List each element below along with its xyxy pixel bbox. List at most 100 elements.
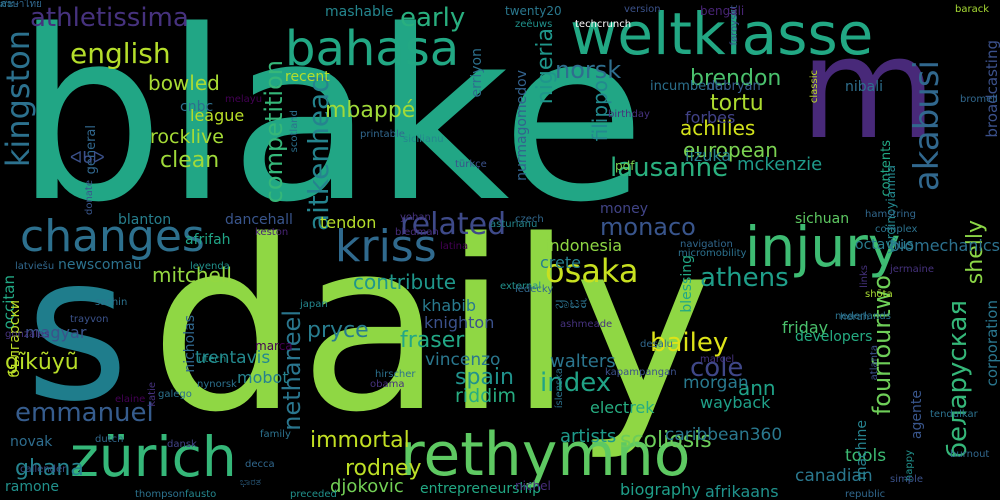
cloud-word: links [859,265,870,288]
cloud-word: classic [809,70,820,104]
cloud-word: blessing [679,255,695,313]
cloud-word: external [500,281,542,292]
cloud-word: ledecky [515,284,554,295]
cloud-word: marca [255,339,293,353]
cloud-word: money [600,201,648,217]
cloud-word: related [400,207,507,242]
cloud-word: gonzales [5,329,50,340]
cloud-word: simple [890,474,924,485]
cloud-word: octavius [855,237,914,253]
cloud-word: english [70,37,171,70]
cloud-word: twenty20 [505,4,562,18]
cloud-word: marcel [700,354,735,365]
cloud-word: developers [795,329,873,345]
cloud-word: athletissima [30,3,189,33]
cloud-word: callender [20,464,67,475]
cloud-word: canadian [795,466,873,486]
cloud-word: competition [260,60,288,204]
cloud-word: dutch [95,434,124,445]
cloud-word: version [624,4,661,15]
cloud-word: dansk [167,439,197,450]
cloud-word: knighton [424,313,495,332]
cloud-word: monaco [600,213,696,241]
cloud-word: jermaine [890,264,935,275]
cloud-word: djokovic [330,476,404,497]
cloud-word: elaine [115,394,146,405]
cloud-word: nigeria [533,28,558,105]
cloud-word: zeêuws [515,19,553,30]
cloud-word: bledman [395,227,439,238]
cloud-word: trayvon [70,314,109,325]
cloud-word: preceded [290,489,337,500]
cloud-word: techcrunch [575,19,632,30]
cloud-word: riddim [455,385,516,407]
cloud-word: afrifah [185,232,231,248]
cloud-word: pdf [615,159,635,173]
cloud-word: dabryan [707,79,761,94]
cloud-word: machine [854,420,870,481]
cloud-word: donate [84,180,95,216]
cloud-word: electrek [590,398,655,417]
cloud-word: czech [515,214,544,225]
cloud-word: european [683,138,778,162]
cloud-word: newscomau [58,257,142,273]
cloud-word: decca [245,459,275,470]
cloud-word: galego [158,389,192,400]
cloud-word: tendulkar [930,409,978,420]
cloud-word: broadcasting [983,40,1000,138]
cloud-word: sichuan [795,211,850,227]
cloud-word: bromell [960,94,998,105]
cloud-word: blake [15,0,646,254]
cloud-word: ᐊᑲᐅ [70,148,105,167]
cloud-word: herah [840,312,870,323]
cloud-word: nurmagomedov [514,70,530,181]
cloud-word: norsk [555,56,622,84]
cloud-word: fausto [185,489,217,500]
cloud-word: incumbent [650,79,720,94]
cloud-word: zürich [70,425,237,489]
cloud-word: burnout [950,449,990,460]
cloud-word: navigation [680,239,733,250]
cloud-word: morgan [683,373,749,393]
cloud-word: mashable [325,4,394,20]
cloud-word: bailey [650,328,729,358]
cloud-word: injury [745,215,901,279]
cloud-word: wayback [700,393,771,412]
cloud-word: türkçe [455,159,487,170]
cloud-word: erriyon [469,48,485,98]
cloud-word: ภาษาไทย [0,0,42,10]
cloud-word: forbes [685,108,736,127]
cloud-word: recent [285,69,330,85]
cloud-word: keston [255,227,289,238]
cloud-word: barack [955,4,990,15]
cloud-word: pryce [307,318,369,343]
cloud-word: bengali [700,4,745,18]
cloud-word: cole [690,353,744,383]
cloud-word: index [540,368,612,398]
cloud-word: akabusi [907,60,947,192]
cloud-word: clean [160,148,220,173]
cloud-word: micromobility [678,248,747,259]
cloud-word: early [400,3,466,33]
cloud-word: trentavis [195,348,271,368]
cloud-word: lausanne [610,153,729,183]
cloud-word: japan [300,299,328,310]
cloud-word: kriss [335,221,437,272]
cloud-word: emmanuel [15,398,154,428]
cloud-word: printable [360,129,405,140]
cloud-word: hirscher [375,369,416,380]
cloud-word: sicilianu [403,134,444,145]
cloud-word: entrepreneurship [420,481,542,497]
cloud-word: nichel [515,479,551,493]
cloud-word: scotland [289,110,300,153]
cloud-word: athens [700,263,789,293]
cloud-word: latina [440,241,469,252]
cloud-word: ashmeade [560,319,613,330]
cloud-word: corporation [983,300,1000,387]
cloud-word: agente [909,390,925,440]
cloud-word: friday [782,318,829,337]
cloud-word: íslenska [554,368,565,409]
cloud-word: filippo [588,80,612,142]
cloud-word: kingston [0,30,37,168]
cloud-word: s [25,213,130,446]
